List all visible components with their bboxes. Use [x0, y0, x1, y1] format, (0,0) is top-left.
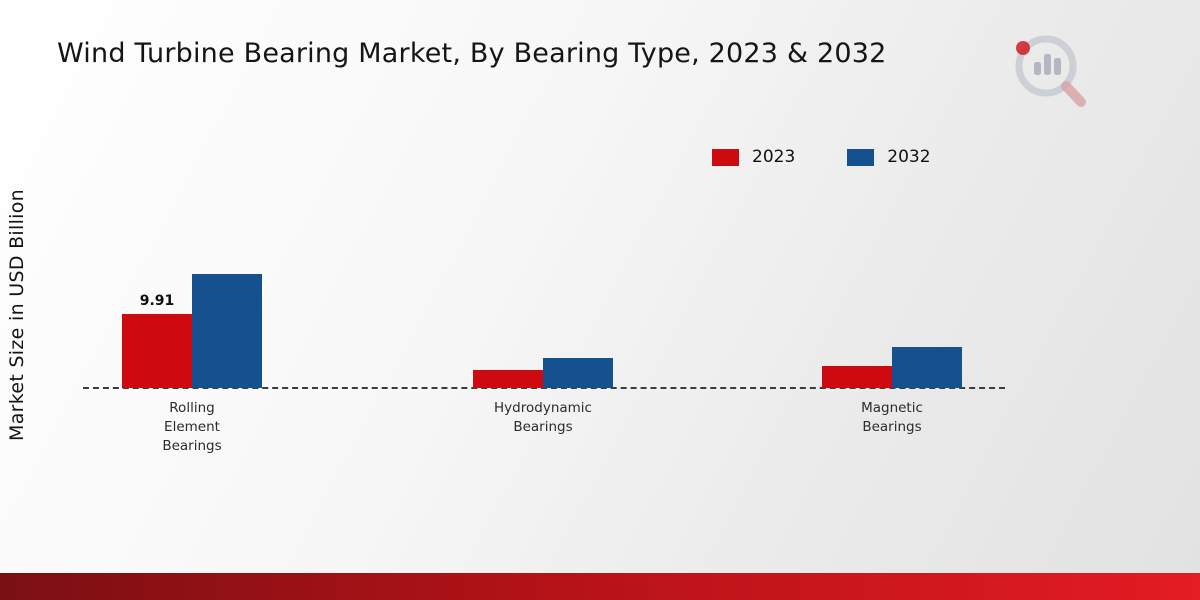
logo-icon: [1015, 35, 1086, 107]
bar-2032-hydrodynamic-bearings: [543, 358, 613, 388]
legend-label-2032: 2032: [887, 147, 931, 167]
legend-item-2032: 2032: [847, 147, 931, 167]
y-axis-label: Market Size in USD Billion: [6, 189, 28, 442]
category-label-rolling-element-bearings: Rolling Element Bearings: [162, 400, 222, 454]
footer-accent-bar: [0, 573, 1200, 600]
legend-item-2023: 2023: [712, 147, 795, 167]
x-axis-baseline: [83, 387, 1005, 389]
chart-title: Wind Turbine Bearing Market, By Bearing …: [57, 38, 887, 69]
category-label-magnetic-bearings: Magnetic Bearings: [861, 400, 923, 435]
bar-2032-magnetic-bearings: [892, 347, 962, 388]
bar-value-label-2023-rolling-element-bearings: 9.91: [139, 293, 175, 309]
bar-2023-magnetic-bearings: [822, 366, 892, 388]
legend: 2023 2032: [712, 147, 931, 167]
category-label-hydrodynamic-bearings: Hydrodynamic Bearings: [494, 400, 592, 435]
legend-label-2023: 2023: [752, 147, 796, 167]
plot-area: 9.91 Rolling Element Bearings Hydrodynamic…: [83, 180, 1005, 454]
bar-2032-rolling-element-bearings: [192, 274, 262, 388]
bar-group-rolling-element-bearings: 9.91: [122, 274, 262, 388]
legend-swatch-2032: [847, 148, 875, 166]
bar-group-hydrodynamic-bearings: [473, 358, 613, 388]
bar-2023-hydrodynamic-bearings: [473, 370, 543, 388]
legend-swatch-2023: [712, 148, 739, 166]
bar-2023-rolling-element-bearings: 9.91: [122, 293, 192, 388]
bar-group-magnetic-bearings: [822, 347, 962, 388]
